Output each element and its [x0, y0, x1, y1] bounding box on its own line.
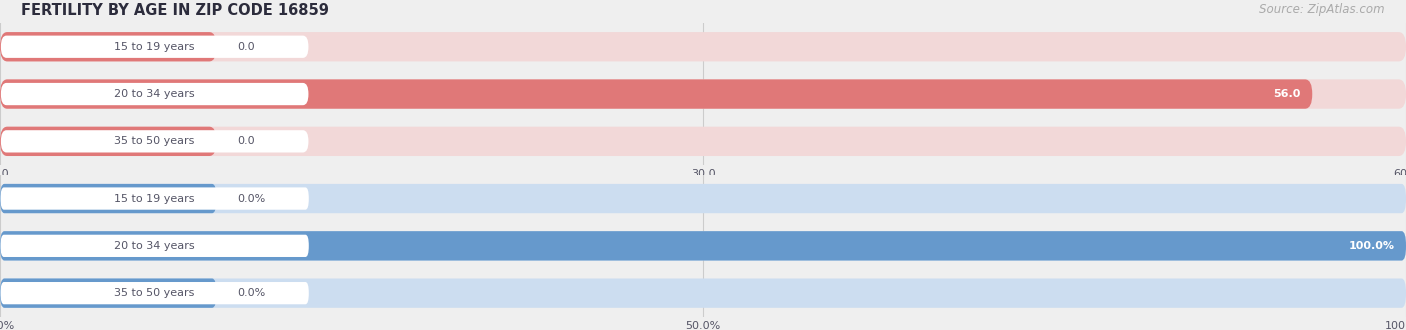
FancyBboxPatch shape	[0, 80, 1406, 109]
Text: FERTILITY BY AGE IN ZIP CODE 16859: FERTILITY BY AGE IN ZIP CODE 16859	[21, 3, 329, 18]
FancyBboxPatch shape	[0, 187, 309, 210]
FancyBboxPatch shape	[0, 279, 217, 308]
Text: 35 to 50 years: 35 to 50 years	[114, 136, 195, 146]
FancyBboxPatch shape	[0, 80, 1312, 109]
FancyBboxPatch shape	[0, 279, 1406, 308]
Text: 0.0: 0.0	[238, 136, 256, 146]
Text: 0.0%: 0.0%	[238, 194, 266, 204]
FancyBboxPatch shape	[1, 130, 308, 152]
FancyBboxPatch shape	[0, 32, 217, 61]
FancyBboxPatch shape	[0, 184, 1406, 213]
Text: 56.0: 56.0	[1274, 89, 1301, 99]
FancyBboxPatch shape	[0, 127, 217, 156]
Text: 15 to 19 years: 15 to 19 years	[114, 194, 195, 204]
FancyBboxPatch shape	[0, 282, 309, 304]
Text: 0.0: 0.0	[238, 42, 256, 52]
FancyBboxPatch shape	[0, 231, 1406, 260]
Text: 0.0%: 0.0%	[238, 288, 266, 298]
FancyBboxPatch shape	[0, 184, 217, 213]
Text: 20 to 34 years: 20 to 34 years	[114, 89, 195, 99]
Text: 15 to 19 years: 15 to 19 years	[114, 42, 195, 52]
Text: 20 to 34 years: 20 to 34 years	[114, 241, 195, 251]
FancyBboxPatch shape	[0, 127, 1406, 156]
FancyBboxPatch shape	[0, 32, 1406, 61]
FancyBboxPatch shape	[1, 36, 308, 58]
FancyBboxPatch shape	[0, 231, 1406, 260]
FancyBboxPatch shape	[0, 235, 309, 257]
FancyBboxPatch shape	[1, 83, 308, 105]
Text: 100.0%: 100.0%	[1348, 241, 1395, 251]
Text: Source: ZipAtlas.com: Source: ZipAtlas.com	[1260, 3, 1385, 16]
Text: 35 to 50 years: 35 to 50 years	[114, 288, 195, 298]
